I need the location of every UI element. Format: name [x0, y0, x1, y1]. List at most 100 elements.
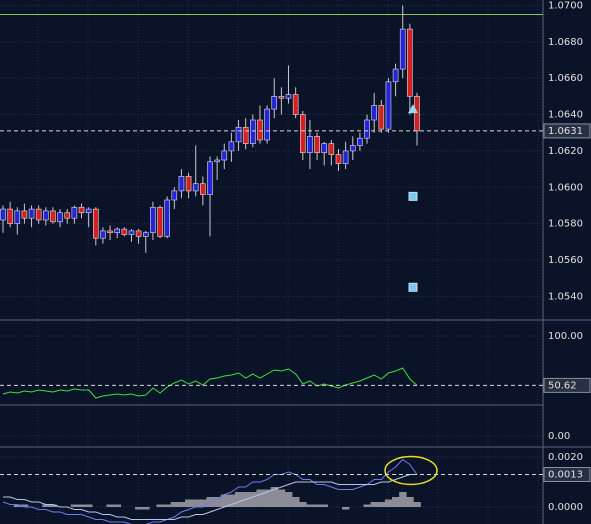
candle-body [64, 212, 71, 219]
y-tick-label: 1.0540 [548, 291, 583, 302]
y-tick-label: 1.0660 [548, 73, 583, 84]
y-tick-label: 0.0000 [548, 502, 583, 513]
histogram-bar [370, 502, 379, 507]
y-tick-label: 0.00 [548, 431, 570, 442]
candle-body [335, 154, 342, 164]
candle-body [278, 96, 285, 99]
candle-body [392, 68, 399, 83]
candle-body [85, 208, 92, 214]
candle-body [78, 206, 85, 214]
histogram-bar [249, 492, 257, 507]
y-tick-label: 1.0600 [548, 182, 583, 193]
marker-triangle [408, 104, 418, 114]
candle-body [299, 114, 306, 154]
candle-body [114, 228, 121, 234]
candle-body [250, 119, 256, 144]
histogram-bar [313, 504, 321, 507]
signal-line [3, 474, 417, 520]
histogram-bar [392, 497, 400, 507]
candle-body [107, 230, 113, 234]
candle-body [314, 136, 320, 154]
candle-body [200, 183, 206, 195]
histogram-bar [263, 489, 271, 507]
current-box [543, 377, 591, 393]
candle-body [14, 210, 21, 224]
histogram-bar [177, 502, 186, 507]
candle-body [371, 105, 377, 121]
current-box [543, 467, 591, 482]
rsi-line [2, 367, 418, 399]
histogram-bar [142, 507, 150, 510]
y-tick-label: 1.0640 [548, 110, 583, 121]
histogram-bar [277, 489, 286, 507]
candle-body [50, 210, 56, 223]
histogram-bar [320, 504, 329, 507]
candle-body [357, 137, 363, 146]
histogram-bar [377, 502, 386, 507]
histogram-bar [113, 504, 122, 507]
y-tick-label: 1.0580 [548, 219, 583, 230]
histogram-bar [185, 499, 193, 507]
histogram-bar [20, 504, 29, 507]
candle-body [43, 210, 49, 221]
candle-body [142, 232, 149, 237]
y-tick-label: 0.0020 [548, 452, 583, 463]
histogram-bar [384, 499, 393, 507]
candle-body [171, 190, 178, 201]
candle-body [349, 145, 356, 152]
candle-body [135, 230, 142, 237]
candle-body [92, 208, 99, 239]
candle-body [264, 108, 270, 141]
candle-body [285, 94, 292, 99]
y-tick-label: 1.0560 [548, 255, 583, 266]
histogram-bar [270, 487, 279, 507]
candle-body [321, 143, 328, 154]
current-label: 1.0631 [548, 126, 583, 137]
candle-body [7, 208, 13, 224]
candle-body [157, 206, 163, 237]
candle-body [100, 230, 106, 239]
histogram-bar [170, 502, 179, 507]
candle-body [414, 96, 420, 132]
candle-body [185, 176, 192, 192]
histogram-bar [306, 504, 314, 507]
candle-body [257, 119, 263, 141]
y-tick-label: 1.0620 [548, 146, 583, 157]
vertical-grid [37, 0, 539, 524]
candle-body [407, 28, 413, 97]
histogram-bar [234, 492, 243, 507]
candle-body [57, 212, 63, 223]
current-box [543, 123, 591, 139]
histogram-bar [192, 499, 200, 507]
candle-body [0, 208, 6, 221]
histogram-bar [135, 507, 143, 510]
histogram-bar [227, 494, 236, 507]
macd-line [2, 458, 418, 524]
marker-square [408, 282, 418, 292]
candle-body [399, 28, 406, 70]
histogram-bar [256, 489, 264, 507]
histogram-bar [220, 494, 229, 507]
histogram-bar [413, 502, 421, 507]
candle-body [292, 94, 299, 115]
histogram-bar [213, 497, 222, 507]
candle-body [164, 199, 170, 237]
y-tick-label: 100.00 [548, 331, 583, 342]
y-tick-label: 1.0680 [548, 37, 583, 48]
histogram-bar [342, 507, 350, 510]
candle-body [192, 183, 199, 192]
candle-body [221, 150, 228, 161]
highlight-ellipse [384, 455, 438, 486]
candle-body [228, 141, 235, 152]
candle-body [178, 176, 185, 192]
y-tick-label: 1.0700 [548, 0, 583, 11]
candle-body [121, 228, 128, 235]
candle-body [328, 143, 335, 155]
candle-body [378, 105, 385, 130]
histogram-bar [49, 504, 57, 507]
candle-body [214, 159, 220, 163]
current-label: 50.62 [548, 380, 577, 391]
candle-body [35, 208, 42, 221]
